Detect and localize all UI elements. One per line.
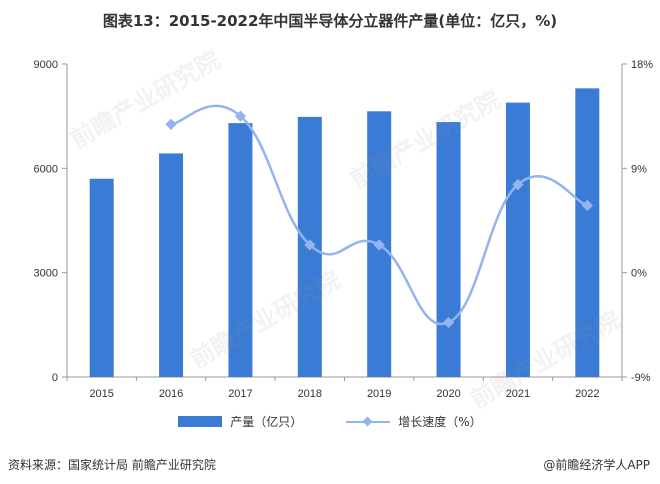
legend: 产量（亿只） 增长速度（%） (0, 413, 660, 430)
bar-series (89, 88, 600, 378)
left-tick-label: 6000 (34, 163, 58, 175)
x-tick-label: 2016 (159, 388, 183, 400)
legend-item-growth: 增长速度（%） (346, 413, 482, 430)
tick-labels: 0 3000 6000 9000 -9% 0% 9% 18% 2015 2016 2017 2018 2… (34, 59, 654, 400)
left-tick-label: 3000 (34, 268, 58, 280)
growth-point-2019 (373, 239, 385, 251)
x-tick-label: 2015 (89, 388, 113, 400)
right-tick-label: -9% (631, 372, 651, 384)
bar-2022 (575, 88, 600, 377)
bar-2020 (436, 122, 461, 377)
axes (62, 63, 627, 381)
credit-note: @前瞻经济学人APP (543, 458, 650, 472)
right-tick-label: 18% (631, 59, 653, 71)
right-tick-label: 9% (631, 163, 647, 175)
legend-production-label: 产量（亿只） (230, 415, 303, 429)
x-tick-label: 2022 (575, 388, 599, 400)
x-tick-label: 2017 (228, 388, 252, 400)
growth-point-2020 (442, 316, 455, 329)
legend-bar-swatch (178, 416, 223, 427)
x-tick-label: 2018 (298, 388, 322, 400)
left-tick-label: 9000 (34, 59, 58, 71)
x-tick-label: 2021 (506, 388, 530, 400)
x-tick-label: 2020 (436, 388, 460, 400)
bar-2021 (505, 102, 530, 377)
x-tick-label: 2019 (367, 388, 391, 400)
growth-point-2022 (581, 199, 593, 212)
source-note: 资料来源：国家统计局 前瞻产业研究院 (8, 458, 216, 472)
line-series (165, 104, 593, 329)
left-tick-label: 0 (52, 372, 58, 384)
bar-2017 (228, 123, 253, 377)
legend-line-swatch (346, 416, 391, 427)
legend-growth-label: 增长速度（%） (398, 415, 482, 429)
bar-2016 (159, 153, 184, 377)
legend-item-production: 产量（亿只） (178, 413, 302, 430)
right-tick-label: 0% (631, 268, 647, 280)
growth-point-2021 (512, 178, 524, 191)
growth-point-2016 (165, 118, 177, 130)
chart-title: 图表13：2015-2022年中国半导体分立器件产量(单位：亿只，%) (102, 12, 558, 30)
bar-2015 (89, 178, 114, 377)
growth-point-2018 (304, 239, 316, 251)
